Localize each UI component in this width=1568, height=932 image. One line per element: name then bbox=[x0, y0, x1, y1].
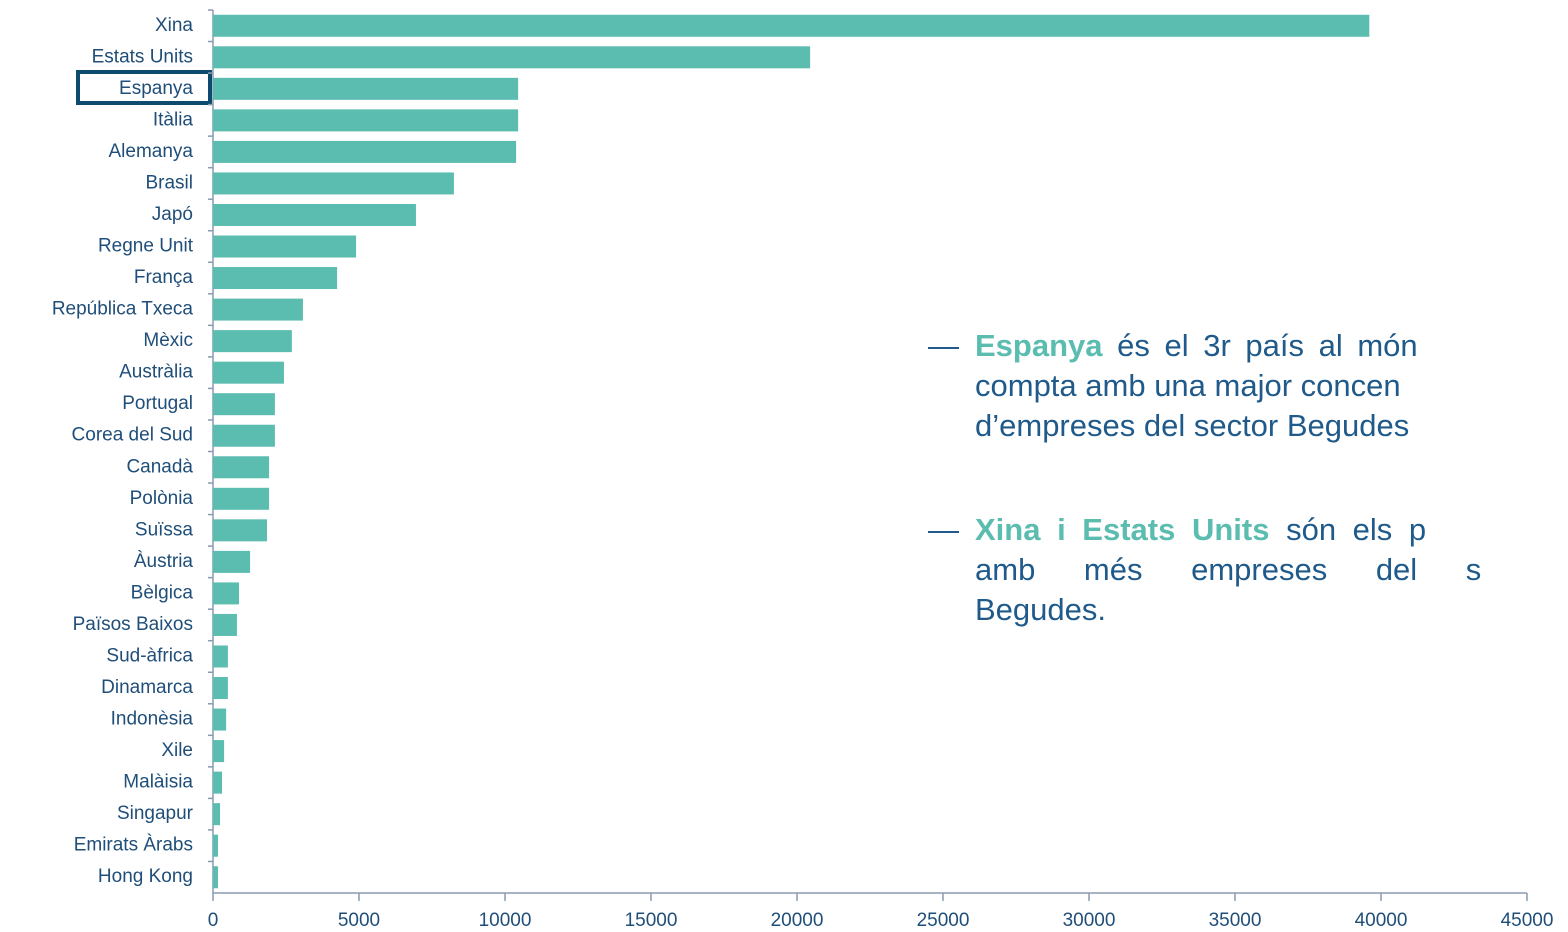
x-tick-label: 10000 bbox=[479, 910, 532, 931]
bar bbox=[213, 550, 251, 573]
y-tick-label: Polònia bbox=[130, 488, 194, 509]
y-tick-label: Austràlia bbox=[119, 362, 193, 383]
y-tick-label: Xile bbox=[161, 740, 193, 761]
x-tick-label: 20000 bbox=[771, 910, 824, 931]
bar bbox=[213, 487, 270, 510]
bar bbox=[213, 235, 357, 258]
bar bbox=[213, 14, 1370, 37]
y-tick-label: Indonèsia bbox=[111, 709, 194, 730]
x-tick-label: 35000 bbox=[1209, 910, 1262, 931]
bar bbox=[213, 172, 454, 195]
bar bbox=[213, 330, 292, 353]
annotation-line: Espanya és el 3r país al món bbox=[975, 328, 1418, 363]
y-tick-label: Estats Units bbox=[92, 46, 193, 67]
bar bbox=[213, 582, 239, 605]
annotation-line: d’empreses del sector Begudes bbox=[975, 408, 1409, 443]
annotation-text: són els p bbox=[1269, 512, 1426, 547]
y-tick-label: Regne Unit bbox=[98, 236, 194, 257]
bar bbox=[213, 140, 517, 163]
annotation-line: Begudes. bbox=[975, 592, 1106, 627]
bullet: — bbox=[928, 512, 959, 547]
annotation-line: Xina i Estats Units són els p bbox=[975, 512, 1426, 547]
y-tick-label: Sud-àfrica bbox=[106, 645, 193, 666]
y-tick-label: Hong Kong bbox=[98, 866, 193, 887]
x-tick-label: 0 bbox=[208, 910, 219, 931]
x-tick-label: 15000 bbox=[625, 910, 678, 931]
bar bbox=[213, 361, 284, 384]
bar bbox=[213, 677, 228, 700]
y-tick-label: Canadà bbox=[126, 456, 193, 477]
bar bbox=[213, 203, 416, 226]
y-tick-label: Japó bbox=[152, 204, 193, 225]
x-tick-label: 30000 bbox=[1063, 910, 1116, 931]
y-tick-label: Dinamarca bbox=[101, 677, 193, 698]
highlight-box bbox=[76, 70, 212, 105]
y-tick-label: Espanya bbox=[119, 78, 193, 99]
y-tick-label: Mèxic bbox=[143, 330, 193, 351]
bar bbox=[213, 645, 228, 668]
bar bbox=[213, 424, 275, 447]
bar bbox=[213, 866, 218, 889]
y-tick-label: Brasil bbox=[145, 172, 193, 193]
x-tick-label: 45000 bbox=[1501, 910, 1554, 931]
y-tick-label: Bèlgica bbox=[131, 582, 194, 603]
y-tick-label: Itàlia bbox=[153, 109, 194, 130]
y-tick-label: Singapur bbox=[117, 803, 194, 824]
x-tick-label: 40000 bbox=[1355, 910, 1408, 931]
y-tick-label: Països Baixos bbox=[73, 614, 193, 635]
y-tick-label: Alemanya bbox=[109, 141, 194, 162]
y-tick-label: Corea del Sud bbox=[72, 425, 193, 446]
annotations: — Espanya és el 3r país al món compta am… bbox=[928, 328, 1481, 627]
annotation-line: amb més empreses del s bbox=[975, 552, 1481, 587]
bar bbox=[213, 771, 223, 794]
y-tick-label: República Txeca bbox=[52, 299, 194, 320]
y-tick-label: Xina bbox=[155, 15, 193, 36]
bar bbox=[213, 109, 519, 132]
x-tick-label: 5000 bbox=[338, 910, 380, 931]
y-tick-label: Portugal bbox=[122, 393, 193, 414]
bullet: — bbox=[928, 328, 959, 363]
bar bbox=[213, 613, 237, 636]
bar bbox=[213, 77, 519, 100]
y-tick-label: Malàisia bbox=[123, 772, 193, 793]
annotation-text: és el 3r país al món bbox=[1103, 328, 1418, 363]
bar bbox=[213, 803, 221, 826]
bar bbox=[213, 708, 227, 731]
y-tick-label: Emirats Àrabs bbox=[74, 835, 193, 856]
annotation-bold: Espanya bbox=[975, 328, 1103, 363]
x-tick-label: 25000 bbox=[917, 910, 970, 931]
bar bbox=[213, 267, 338, 290]
bar bbox=[213, 393, 275, 416]
bar bbox=[213, 834, 218, 857]
bar bbox=[213, 519, 268, 542]
y-tick-label: Suïssa bbox=[135, 519, 194, 540]
bar bbox=[213, 298, 303, 321]
y-tick-label: Àustria bbox=[134, 551, 194, 572]
annotation-line: compta amb una major concen bbox=[975, 368, 1401, 403]
bar bbox=[213, 46, 811, 69]
annotation-bold: Xina i Estats Units bbox=[975, 512, 1269, 547]
bar bbox=[213, 456, 270, 479]
bar bbox=[213, 740, 225, 763]
y-tick-label: França bbox=[134, 267, 194, 288]
